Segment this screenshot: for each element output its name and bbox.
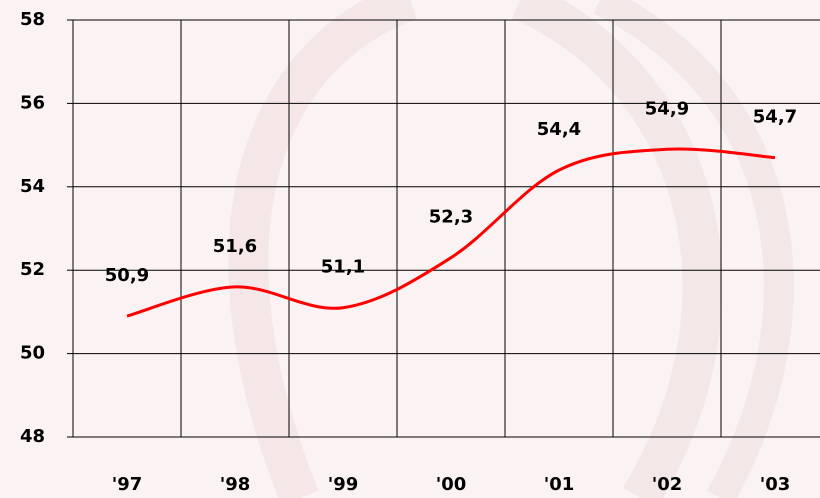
value-label: 54,7	[753, 107, 797, 128]
y-tick-label: 58	[20, 9, 45, 30]
y-tick-label: 50	[20, 343, 45, 364]
y-tick-label: 56	[20, 92, 45, 113]
x-tick-label: '03	[760, 474, 791, 495]
value-label: 51,1	[321, 257, 365, 278]
x-tick-label: '99	[328, 474, 359, 495]
value-label: 54,4	[537, 119, 581, 140]
value-label: 50,9	[105, 265, 149, 286]
x-tick-label: '98	[220, 474, 251, 495]
chart: 48 50 52 54 56 58 '97 '98 '99 '00 '01 '02 '03 50,9 51,…	[0, 0, 820, 498]
x-tick-label: '97	[112, 474, 143, 495]
y-tick-label: 48	[20, 426, 45, 447]
x-tick-label: '01	[544, 474, 575, 495]
value-label: 52,3	[429, 207, 473, 228]
x-tick-label: '00	[436, 474, 467, 495]
value-label: 54,9	[645, 98, 689, 119]
x-tick-label: '02	[652, 474, 683, 495]
value-label: 51,6	[213, 236, 257, 257]
y-tick-label: 54	[20, 176, 45, 197]
y-tick-label: 52	[20, 259, 45, 280]
